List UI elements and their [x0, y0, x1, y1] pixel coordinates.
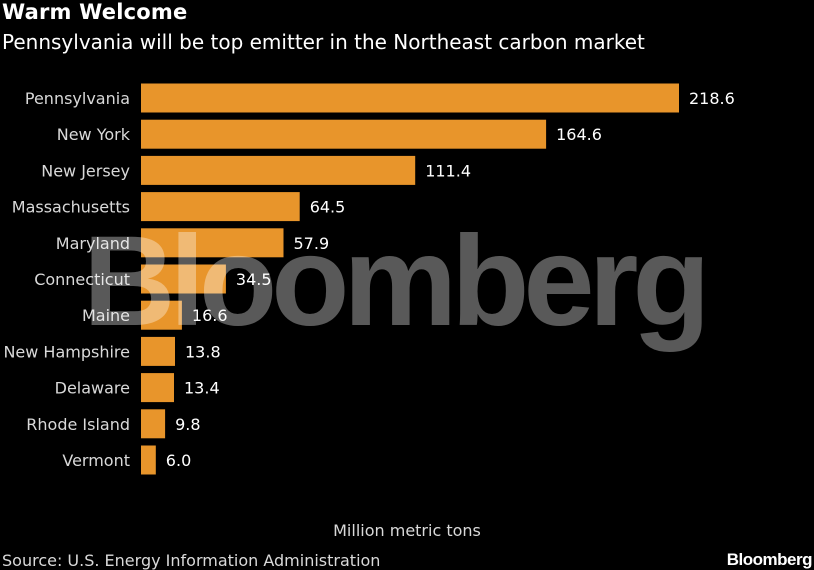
category-label: New York: [57, 125, 131, 144]
category-label: Delaware: [55, 379, 130, 398]
value-label: 6.0: [166, 451, 191, 470]
value-label: 64.5: [310, 198, 346, 217]
value-label: 13.4: [184, 379, 220, 398]
category-label: Vermont: [62, 451, 130, 470]
category-label: New Hampshire: [3, 342, 130, 361]
source-note: Source: U.S. Energy Information Administ…: [2, 551, 381, 570]
value-label: 34.5: [236, 270, 272, 289]
chart-title: Warm Welcome: [2, 0, 188, 24]
bar-massachusetts: [141, 192, 300, 222]
value-label: 218.6: [689, 89, 735, 108]
category-label: Maryland: [56, 234, 130, 253]
bar-delaware: [141, 373, 174, 403]
value-label: 16.6: [192, 306, 228, 325]
category-label: Massachusetts: [12, 198, 130, 217]
bar-new-hampshire: [141, 336, 175, 366]
category-label: Connecticut: [34, 270, 130, 289]
category-label: Pennsylvania: [25, 89, 130, 108]
bar-maryland: [141, 228, 284, 258]
x-axis-label: Million metric tons: [333, 521, 481, 540]
value-label: 13.8: [185, 342, 221, 361]
bar-new-jersey: [141, 155, 416, 185]
value-label: 111.4: [425, 161, 471, 180]
bar-rhode-island: [141, 409, 166, 439]
category-label: New Jersey: [41, 161, 130, 180]
bar-pennsylvania: [141, 83, 679, 113]
bar-maine: [141, 300, 182, 330]
value-label: 9.8: [175, 415, 200, 434]
value-label: 164.6: [556, 125, 602, 144]
category-label: Maine: [82, 306, 130, 325]
category-label: Rhode Island: [26, 415, 130, 434]
bar-connecticut: [141, 264, 226, 294]
value-label: 57.9: [294, 234, 330, 253]
chart-subtitle: Pennsylvania will be top emitter in the …: [2, 30, 645, 54]
bar-new-york: [141, 119, 547, 149]
bar-vermont: [141, 445, 156, 475]
bloomberg-brand-logo: Bloomberg: [726, 550, 813, 569]
